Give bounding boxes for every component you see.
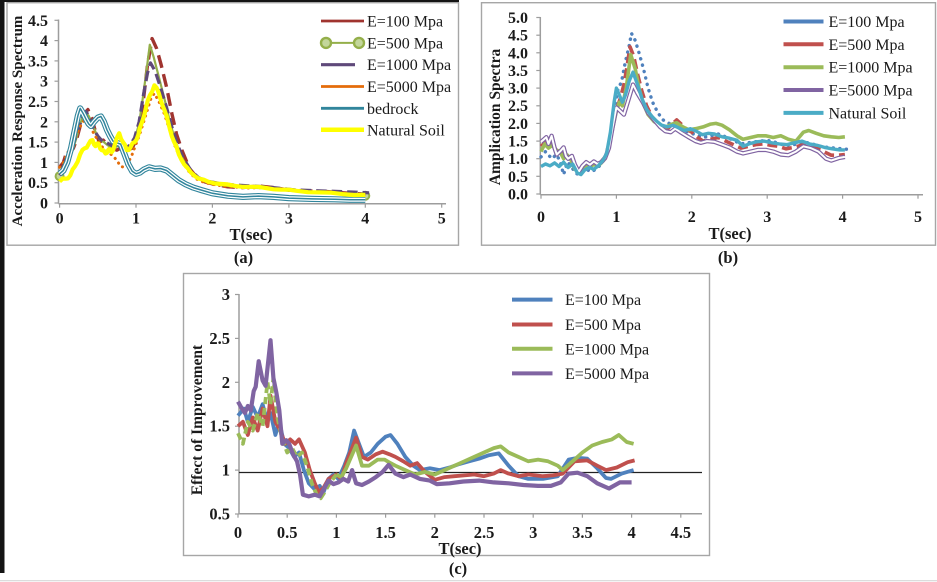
svg-text:0: 0 xyxy=(40,196,48,213)
svg-text:0: 0 xyxy=(537,209,545,226)
svg-text:3: 3 xyxy=(529,523,537,542)
svg-text:1: 1 xyxy=(332,523,340,542)
svg-text:3: 3 xyxy=(285,211,293,228)
svg-text:1: 1 xyxy=(612,209,620,226)
svg-text:2: 2 xyxy=(688,209,696,226)
svg-text:4.5: 4.5 xyxy=(28,13,48,30)
svg-text:Amplication Spectra: Amplication Spectra xyxy=(487,49,504,186)
svg-text:4: 4 xyxy=(627,523,635,542)
svg-text:0.5: 0.5 xyxy=(508,169,528,186)
svg-text:0: 0 xyxy=(234,523,242,542)
svg-text:E=100 Mpa: E=100 Mpa xyxy=(565,292,641,309)
svg-text:E=100 Mpa: E=100 Mpa xyxy=(367,14,443,31)
svg-text:4: 4 xyxy=(40,33,48,50)
svg-text:Effect of Improvement: Effect of Improvement xyxy=(189,344,206,495)
svg-text:(a): (a) xyxy=(234,248,253,267)
svg-text:(b): (b) xyxy=(718,248,738,267)
svg-text:2.5: 2.5 xyxy=(28,94,48,111)
svg-text:3.5: 3.5 xyxy=(572,523,593,542)
svg-text:3: 3 xyxy=(40,74,48,91)
svg-text:E=5000 Mpa: E=5000 Mpa xyxy=(565,366,649,383)
svg-text:0.5: 0.5 xyxy=(209,505,230,524)
svg-text:Natural Soil: Natural Soil xyxy=(829,105,907,122)
svg-text:Acceleration Response Spectrum: Acceleration Response Spectrum xyxy=(10,15,26,226)
svg-text:1: 1 xyxy=(222,461,230,480)
svg-text:2.5: 2.5 xyxy=(508,98,528,115)
svg-text:4.5: 4.5 xyxy=(670,523,691,542)
svg-text:2: 2 xyxy=(222,373,230,392)
svg-text:3.5: 3.5 xyxy=(508,63,528,80)
svg-text:1.5: 1.5 xyxy=(209,417,230,436)
svg-text:E=1000 Mpa: E=1000 Mpa xyxy=(829,60,913,77)
svg-text:E=500 Mpa: E=500 Mpa xyxy=(565,317,641,334)
svg-text:2: 2 xyxy=(208,211,216,228)
svg-text:1.5: 1.5 xyxy=(375,523,396,542)
svg-text:1.5: 1.5 xyxy=(28,135,48,152)
svg-text:0.5: 0.5 xyxy=(28,175,48,192)
svg-text:1: 1 xyxy=(40,155,48,172)
svg-text:3.0: 3.0 xyxy=(508,81,528,98)
svg-text:0: 0 xyxy=(56,211,64,228)
svg-text:3.5: 3.5 xyxy=(28,53,48,70)
svg-text:E=1000 Mpa: E=1000 Mpa xyxy=(367,57,451,74)
svg-text:2: 2 xyxy=(40,114,48,131)
svg-text:4.0: 4.0 xyxy=(508,45,528,62)
svg-text:T(sec): T(sec) xyxy=(229,225,272,244)
svg-text:E=500 Mpa: E=500 Mpa xyxy=(367,35,443,52)
svg-text:4: 4 xyxy=(361,211,369,228)
svg-text:2: 2 xyxy=(431,523,439,542)
svg-text:Natural Soil: Natural Soil xyxy=(367,122,445,139)
svg-text:0.0: 0.0 xyxy=(508,187,528,204)
svg-text:4: 4 xyxy=(839,209,847,226)
svg-text:E=1000 Mpa: E=1000 Mpa xyxy=(565,341,649,358)
svg-text:3: 3 xyxy=(222,285,230,304)
svg-text:1.5: 1.5 xyxy=(508,134,528,151)
svg-text:2.5: 2.5 xyxy=(474,523,495,542)
svg-text:0.5: 0.5 xyxy=(277,523,298,542)
svg-text:5: 5 xyxy=(914,209,922,226)
svg-text:3: 3 xyxy=(763,209,771,226)
svg-text:(c): (c) xyxy=(449,559,467,578)
svg-text:E=5000 Mpa: E=5000 Mpa xyxy=(367,79,451,96)
svg-text:5: 5 xyxy=(438,211,446,228)
svg-text:E=100 Mpa: E=100 Mpa xyxy=(829,14,905,31)
svg-text:T(sec): T(sec) xyxy=(708,224,751,243)
svg-text:E=5000 Mpa: E=5000 Mpa xyxy=(829,83,913,100)
svg-text:T(sec): T(sec) xyxy=(438,539,481,558)
svg-text:5.0: 5.0 xyxy=(508,10,528,27)
svg-text:2.0: 2.0 xyxy=(508,116,528,133)
svg-text:1: 1 xyxy=(132,211,140,228)
svg-text:2.5: 2.5 xyxy=(209,329,230,348)
svg-text:bedrock: bedrock xyxy=(367,101,419,118)
svg-text:1.0: 1.0 xyxy=(508,151,528,168)
svg-text:4.5: 4.5 xyxy=(508,28,528,45)
svg-text:E=500 Mpa: E=500 Mpa xyxy=(829,37,905,54)
